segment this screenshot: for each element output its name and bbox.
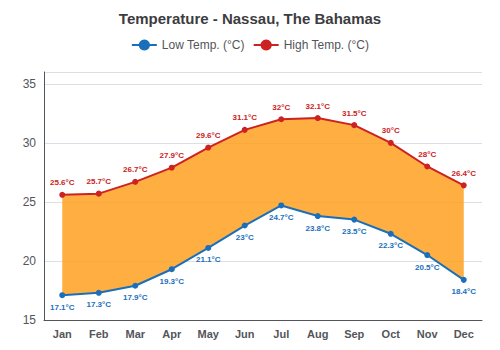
svg-text:19.3°C: 19.3°C [159, 277, 184, 286]
svg-text:Low Temp. (°C): Low Temp. (°C) [162, 38, 245, 52]
svg-text:31.1°C: 31.1°C [232, 113, 257, 122]
svg-text:Feb: Feb [89, 328, 109, 340]
svg-text:35: 35 [23, 77, 37, 91]
svg-text:20: 20 [23, 254, 37, 268]
svg-text:30: 30 [23, 136, 37, 150]
svg-text:May: May [198, 328, 220, 340]
svg-text:Oct: Oct [382, 328, 401, 340]
svg-text:22.3°C: 22.3°C [378, 241, 403, 250]
svg-text:15: 15 [23, 313, 37, 327]
svg-text:Aug: Aug [307, 328, 328, 340]
svg-text:23°C: 23°C [236, 233, 254, 242]
svg-text:18.4°C: 18.4°C [451, 287, 476, 296]
svg-text:17.9°C: 17.9°C [123, 293, 148, 302]
svg-text:30°C: 30°C [382, 126, 400, 135]
svg-text:17.1°C: 17.1°C [50, 303, 75, 312]
svg-text:23.5°C: 23.5°C [342, 227, 367, 236]
svg-text:26.7°C: 26.7°C [123, 165, 148, 174]
svg-text:32.1°C: 32.1°C [305, 102, 330, 111]
svg-text:Sep: Sep [344, 328, 364, 340]
svg-text:Jan: Jan [53, 328, 72, 340]
svg-text:29.6°C: 29.6°C [196, 131, 221, 140]
svg-text:Mar: Mar [125, 328, 145, 340]
svg-text:32°C: 32°C [272, 103, 290, 112]
svg-text:Nov: Nov [417, 328, 439, 340]
svg-text:23.8°C: 23.8°C [305, 224, 330, 233]
svg-text:20.5°C: 20.5°C [415, 263, 440, 272]
svg-text:Jun: Jun [235, 328, 255, 340]
svg-text:Dec: Dec [454, 328, 474, 340]
svg-text:24.7°C: 24.7°C [269, 213, 294, 222]
svg-text:17.3°C: 17.3°C [86, 300, 111, 309]
svg-text:25.7°C: 25.7°C [86, 177, 111, 186]
svg-text:28°C: 28°C [418, 150, 436, 159]
svg-text:26.4°C: 26.4°C [451, 169, 476, 178]
svg-text:21.1°C: 21.1°C [196, 255, 221, 264]
svg-text:Temperature - Nassau, The Baha: Temperature - Nassau, The Bahamas [119, 10, 381, 27]
svg-text:Apr: Apr [162, 328, 182, 340]
svg-text:27.9°C: 27.9°C [159, 151, 184, 160]
svg-text:25: 25 [23, 195, 37, 209]
svg-text:31.5°C: 31.5°C [342, 109, 367, 118]
svg-text:High Temp. (°C): High Temp. (°C) [284, 38, 369, 52]
svg-text:Jul: Jul [273, 328, 289, 340]
svg-text:25.6°C: 25.6°C [50, 178, 75, 187]
